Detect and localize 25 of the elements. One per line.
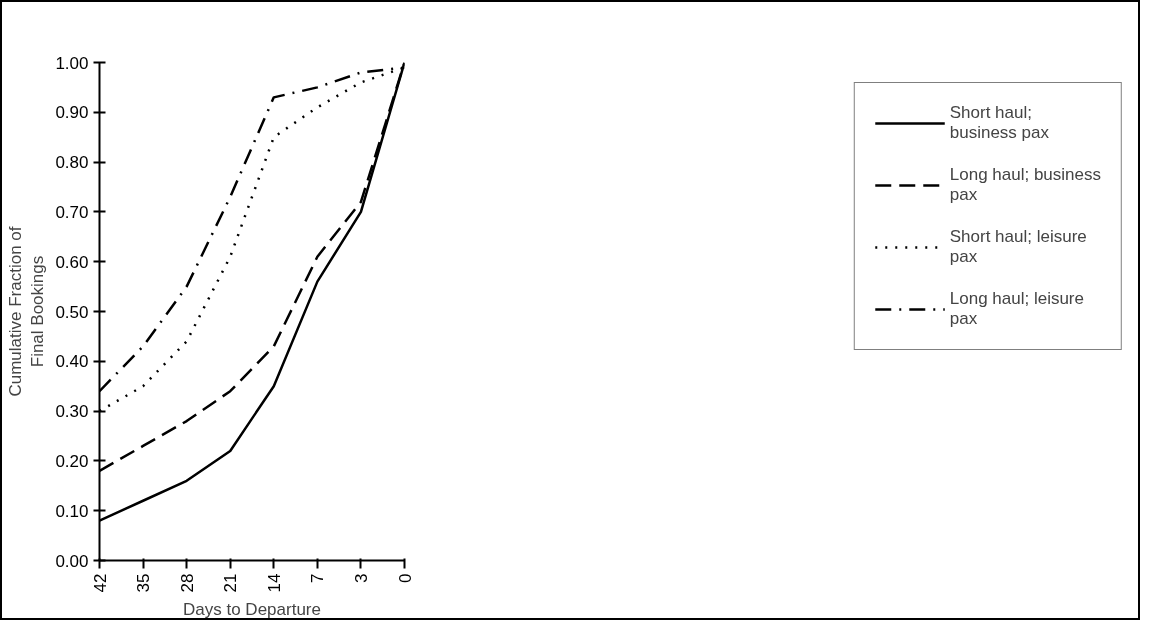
y-tick-label: 0.60 <box>55 252 89 272</box>
y-tick-label: 0.20 <box>55 451 89 471</box>
legend-label: Short haul; leisure pax <box>949 227 1087 267</box>
x-tick-label: 3 <box>351 573 371 583</box>
y-tick-label: 1.00 <box>55 53 89 73</box>
y-axis-title: Cumulative Fraction of Final Bookings <box>5 226 48 397</box>
y-tick-label: 0.00 <box>55 551 89 571</box>
y-tick-label: 0.10 <box>55 501 89 521</box>
x-tick-label: 0 <box>395 573 415 583</box>
legend-label: Long haul; leisure pax <box>949 289 1084 329</box>
y-tick-label: 0.90 <box>55 103 89 123</box>
y-tick-label: 0.50 <box>55 302 89 322</box>
y-tick-label: 0.40 <box>55 352 89 372</box>
x-tick-label: 7 <box>308 573 328 583</box>
x-tick-label: 42 <box>90 573 110 593</box>
x-tick-label: 35 <box>134 573 154 593</box>
x-tick-label: 28 <box>177 573 197 593</box>
legend-label: Short haul; business pax <box>949 103 1049 143</box>
legend-label: Long haul; business pax <box>949 165 1101 205</box>
y-tick-label: 0.80 <box>55 153 89 173</box>
y-tick-label: 0.70 <box>55 202 89 222</box>
x-axis-title: Days to Departure <box>183 600 321 620</box>
x-tick-label: 21 <box>221 573 241 593</box>
x-tick-label: 14 <box>264 573 284 593</box>
y-tick-label: 0.30 <box>55 402 89 422</box>
